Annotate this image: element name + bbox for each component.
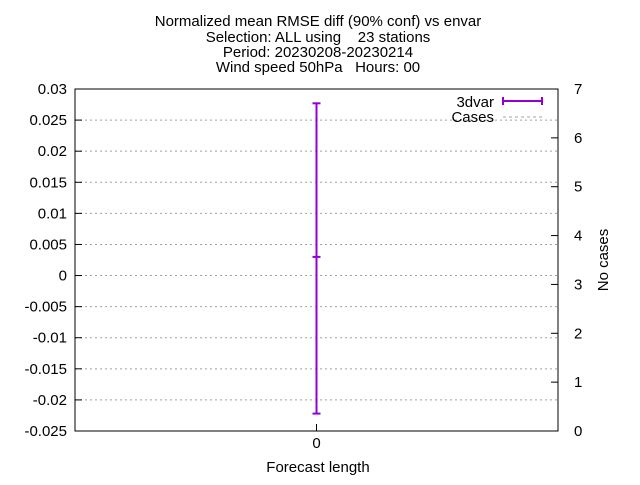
- y2-tick-label: 5: [574, 179, 582, 196]
- title-line-2: Selection: ALL using 23 stations: [206, 29, 431, 46]
- y-tick-label: 0.015: [29, 174, 67, 191]
- y-axis-ticks: 0.03 0.025 0.02 0.015 0.01 0.005 0 -0.005 -0.01 -…: [24, 81, 82, 440]
- title-line-3: Period: 20230208-20230214: [223, 44, 413, 61]
- y2-tick-label: 1: [574, 374, 582, 391]
- y-tick-label: -0.02: [33, 392, 67, 409]
- y2-tick-label: 6: [574, 130, 582, 147]
- chart-title: Normalized mean RMSE diff (90% conf) vs …: [155, 13, 482, 76]
- y-tick-label: 0.025: [29, 112, 67, 129]
- y2-axis-label: No cases: [595, 229, 612, 292]
- series-layer: [312, 102, 321, 415]
- y2-tick-label: 0: [574, 423, 582, 440]
- y2-axis-ticks: 7 6 5 4 3 2 1 0: [551, 81, 582, 440]
- legend: 3dvar Cases: [451, 94, 543, 126]
- y2-tick-label: 7: [574, 81, 582, 98]
- legend-label-3dvar: 3dvar: [456, 94, 494, 111]
- y-tick-label: 0.03: [38, 81, 67, 98]
- y-tick-label: -0.01: [33, 330, 67, 347]
- title-line-4: Wind speed 50hPa Hours: 00: [216, 59, 420, 76]
- x-axis-ticks: 0: [312, 424, 321, 452]
- y2-tick-label: 3: [574, 276, 582, 293]
- y-tick-label: 0.005: [29, 236, 67, 253]
- y-tick-label: -0.015: [24, 361, 67, 378]
- y-tick-label: 0.01: [38, 205, 67, 222]
- y2-tick-label: 4: [574, 228, 582, 245]
- y-tick-label: -0.005: [24, 299, 67, 316]
- y-tick-label: 0.02: [38, 143, 67, 160]
- title-line-1: Normalized mean RMSE diff (90% conf) vs …: [155, 13, 482, 30]
- plot-frame: [74, 88, 559, 432]
- legend-label-cases: Cases: [451, 109, 494, 126]
- x-tick-label: 0: [312, 435, 320, 452]
- y-tick-label: 0: [59, 268, 67, 285]
- x-axis-label: Forecast length: [266, 459, 369, 476]
- y-tick-label: -0.025: [24, 423, 67, 440]
- y2-tick-label: 2: [574, 325, 582, 342]
